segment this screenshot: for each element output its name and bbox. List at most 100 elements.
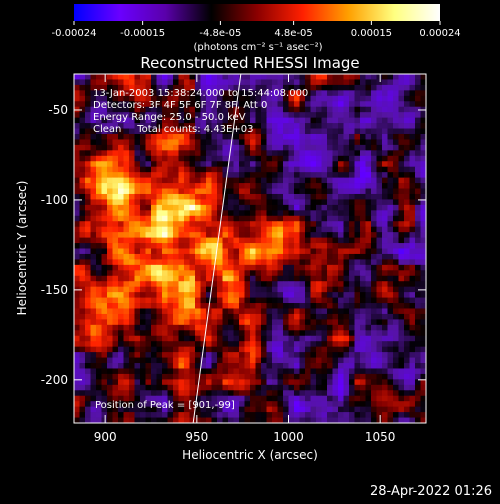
heatmap-cell (294, 128, 300, 135)
heatmap-cell (266, 352, 273, 358)
heatmap-cell (233, 352, 240, 358)
heatmap-cell (387, 275, 394, 282)
heatmap-cell (332, 161, 339, 168)
heatmap-cell (129, 79, 135, 86)
heatmap-cell (239, 128, 245, 135)
heatmap-cell (365, 308, 372, 315)
heatmap-cell (305, 319, 311, 326)
heatmap-cell (420, 79, 426, 86)
heatmap-cell (343, 183, 350, 189)
heatmap-cell (272, 193, 278, 200)
heatmap-cell (134, 161, 141, 168)
heatmap-cell (107, 253, 113, 260)
heatmap-cell (288, 90, 295, 97)
heatmap-cell (277, 417, 284, 423)
heatmap-cell (261, 106, 267, 113)
heatmap-cell (189, 204, 196, 211)
heatmap-cell (239, 183, 245, 189)
heatmap-cell (211, 133, 218, 140)
heatmap-cell (277, 384, 284, 391)
heatmap-cell (305, 308, 311, 315)
heatmap-cell (107, 117, 113, 124)
heatmap-cell (266, 215, 273, 222)
heatmap-cell (211, 172, 218, 179)
heatmap-cell (101, 406, 108, 413)
heatmap-cell (129, 330, 135, 337)
heatmap-cell (90, 210, 97, 217)
heatmap-cell (217, 357, 223, 364)
heatmap-cell (371, 379, 377, 386)
heatmap-cell (382, 401, 388, 408)
heatmap-cell (162, 297, 168, 304)
heatmap-cell (129, 128, 135, 135)
heatmap-cell (145, 352, 152, 358)
heatmap-cell (156, 363, 163, 369)
heatmap-cell (338, 357, 344, 364)
heatmap-cell (272, 232, 278, 238)
heatmap-cell (387, 346, 394, 353)
heatmap-cell (398, 79, 405, 86)
heatmap-cell (134, 363, 141, 369)
heatmap-cell (85, 221, 91, 228)
heatmap-cell (79, 297, 86, 304)
heatmap-cell (173, 101, 179, 108)
heatmap-cell (90, 275, 97, 282)
heatmap-cell (365, 128, 372, 135)
heatmap-cell (189, 401, 196, 408)
heatmap-cell (365, 210, 372, 217)
heatmap-cell (123, 112, 130, 119)
heatmap-cell (85, 133, 91, 140)
heatmap-cell (189, 253, 196, 260)
heatmap-cell (250, 226, 256, 233)
heatmap-cell (107, 313, 113, 320)
heatmap-cell (338, 297, 344, 304)
heatmap-cell (162, 123, 168, 129)
heatmap-cell (387, 390, 394, 397)
heatmap-cell (343, 95, 350, 102)
heatmap-cell (123, 204, 130, 211)
heatmap-cell (332, 172, 339, 179)
heatmap-cell (255, 150, 262, 157)
heatmap-cell (85, 259, 91, 266)
heatmap-cell (261, 379, 267, 386)
heatmap-cell (206, 84, 212, 91)
heatmap-cell (90, 199, 97, 206)
heatmap-cell (283, 188, 289, 195)
heatmap-cell (272, 319, 278, 326)
heatmap-cell (189, 172, 196, 179)
heatmap-cell (145, 313, 152, 320)
heatmap-cell (299, 286, 306, 293)
heatmap-cell (255, 384, 262, 391)
heatmap-cell (96, 226, 102, 233)
heatmap-cell (217, 395, 223, 402)
heatmap-cell (360, 335, 366, 342)
heatmap-cell (398, 199, 405, 206)
heatmap-cell (393, 106, 399, 113)
heatmap-cell (156, 221, 163, 228)
heatmap-cell (101, 275, 108, 282)
heatmap-cell (96, 90, 102, 97)
heatmap-cell (250, 243, 256, 249)
heatmap-cell (360, 177, 366, 184)
heatmap-cell (129, 232, 135, 238)
heatmap-cell (310, 341, 317, 348)
heatmap-cell (74, 95, 80, 102)
heatmap-cell (206, 401, 212, 408)
heatmap-cell (305, 303, 311, 309)
heatmap-cell (316, 390, 322, 397)
heatmap-cell (211, 373, 218, 380)
heatmap-cell (283, 123, 289, 129)
heatmap-cell (107, 133, 113, 140)
heatmap-cell (90, 363, 97, 369)
heatmap-cell (338, 166, 344, 173)
heatmap-cell (261, 401, 267, 408)
heatmap-cell (387, 84, 394, 91)
heatmap-cell (167, 373, 174, 380)
heatmap-cell (184, 341, 190, 348)
heatmap-cell (332, 303, 339, 309)
heatmap-cell (239, 401, 245, 408)
heatmap-cell (349, 395, 355, 402)
heatmap-cell (349, 144, 355, 151)
heatmap-cell (90, 297, 97, 304)
heatmap-cell (134, 74, 141, 80)
